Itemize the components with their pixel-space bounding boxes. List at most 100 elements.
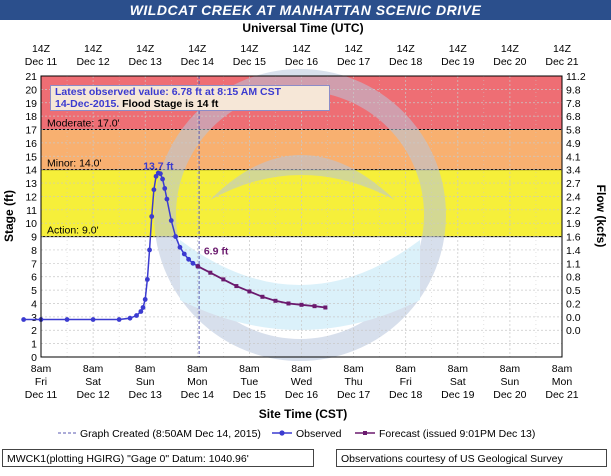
time-tick-date-4: Dec 15 (233, 389, 266, 401)
observed-point (186, 256, 192, 262)
stage-tick-9: 9 (31, 232, 37, 244)
latest-value-annotation: 6.9 ft (204, 246, 229, 258)
utc-tick-hour-2: 14Z (136, 43, 155, 55)
flow-tick-13: 2.7 (566, 178, 581, 190)
utc-tick-date-0: Dec 11 (25, 56, 58, 68)
observed-point (190, 260, 196, 266)
time-tick-weekday-1: Sat (85, 376, 101, 388)
utc-tick-date-5: Dec 16 (285, 56, 318, 68)
observed-point (177, 244, 183, 250)
flow-tick-2: 0.0 (566, 325, 581, 337)
utc-tick-hour-6: 14Z (345, 43, 364, 55)
observed-point (147, 247, 152, 253)
time-tick-date-0: Dec 11 (25, 389, 58, 401)
time-tick-weekday-0: Fri (35, 376, 47, 388)
stage-tick-20: 20 (25, 84, 37, 96)
flow-tick-21: 11.2 (566, 71, 586, 83)
forecast-point (247, 289, 252, 294)
utc-tick-hour-8: 14Z (449, 43, 468, 55)
flow-tick-16: 4.9 (566, 138, 581, 150)
chart-series (21, 170, 328, 322)
chart-annotations: 13.7 ft 6.9 ft (143, 161, 229, 258)
utc-tick-hour-3: 14Z (188, 43, 207, 55)
forecast-point (323, 305, 328, 310)
utc-tick-hour-7: 14Z (397, 43, 416, 55)
flow-tick-20: 9.8 (566, 84, 581, 96)
time-tick-hour-1: 8am (83, 363, 104, 375)
threshold-label-minor: Minor: 14.0' (47, 158, 102, 170)
band-minor (41, 169, 562, 237)
time-tick-date-3: Dec 14 (181, 389, 214, 401)
time-tick-date-1: Dec 12 (76, 389, 109, 401)
flow-tick-12: 2.4 (566, 191, 581, 203)
flow-tick-4: 0.2 (566, 298, 581, 310)
utc-tick-date-3: Dec 14 (181, 56, 214, 68)
stage-tick-17: 17 (25, 125, 37, 137)
noaa-seal-outer-ring (154, 69, 446, 361)
forecast-point (234, 284, 239, 289)
flood-stage-line: 14-Dec-2015. Flood Stage is 14 ft (55, 98, 325, 110)
stage-tick-2: 2 (31, 325, 37, 337)
observed-point (181, 251, 187, 257)
y-axis-title: Stage (ft) (2, 190, 16, 242)
time-tick-hour-8: 8am (448, 363, 469, 375)
observed-point (144, 276, 150, 282)
noaa-seal-wave (180, 240, 420, 330)
flow-tick-18: 6.8 (566, 111, 581, 123)
utc-axis-title: Universal Time (UTC) (242, 21, 363, 35)
time-tick-weekday-5: Wed (291, 376, 313, 388)
forecast-point (286, 301, 291, 306)
forecast-point (260, 294, 265, 299)
stage-tick-21: 21 (25, 71, 37, 83)
observed-point (162, 186, 168, 191)
utc-tick-date-1: Dec 12 (76, 56, 109, 68)
threshold-label-action: Action: 9.0' (47, 225, 99, 237)
stage-tick-19: 19 (25, 98, 37, 110)
observed-point (127, 315, 133, 321)
stage-tick-4: 4 (31, 298, 37, 310)
data-source-footer: Observations courtesy of US Geological S… (336, 449, 607, 467)
flow-tick-3: 0.0 (566, 312, 581, 324)
threshold-labels: Moderate: 17.0' Minor: 14.0' Action: 9.0' (47, 118, 120, 237)
observed-point (149, 214, 155, 219)
time-tick-weekday-2: Sun (136, 376, 155, 388)
time-tick-weekday-3: Mon (187, 376, 208, 388)
flow-tick-6: 0.8 (566, 272, 581, 284)
flow-tick-10: 1.9 (566, 218, 581, 230)
plot-frame (40, 75, 563, 358)
forecast-point (208, 270, 213, 275)
time-tick-weekday-6: Thu (345, 376, 363, 388)
time-tick-date-7: Dec 18 (389, 389, 422, 401)
time-tick-hour-0: 8am (31, 363, 52, 375)
observed-point (157, 171, 163, 177)
chart-legend: Graph Created (8:50AM Dec 14, 2015) Obse… (58, 428, 535, 440)
observed-point (138, 309, 144, 314)
observed-point (140, 305, 146, 310)
utc-tick-hour-9: 14Z (501, 43, 520, 55)
time-tick-hour-6: 8am (343, 363, 364, 375)
flow-tick-14: 3.4 (566, 165, 581, 177)
time-tick-hour-7: 8am (395, 363, 416, 375)
flood-stage-note: Flood Stage is 14 ft (122, 98, 219, 110)
time-tick-weekday-8: Sat (450, 376, 466, 388)
time-tick-hour-9: 8am (500, 363, 521, 375)
stage-tick-5: 5 (31, 285, 37, 297)
latest-observation-box: Latest observed value: 6.78 ft at 8:15 A… (50, 85, 330, 111)
utc-tick-hour-0: 14Z (32, 43, 51, 55)
utc-tick-date-7: Dec 18 (389, 56, 422, 68)
utc-tick-date-9: Dec 20 (493, 56, 526, 68)
observed-point (168, 218, 174, 223)
legend-created-label: Graph Created (8:50AM Dec 14, 2015) (80, 428, 261, 440)
flow-tick-15: 4.1 (566, 151, 581, 163)
flow-tick-5: 0.5 (566, 285, 581, 297)
utc-tick-date-2: Dec 13 (129, 56, 162, 68)
time-tick-date-5: Dec 16 (285, 389, 318, 401)
flow-tick-17: 5.8 (566, 125, 581, 137)
stage-tick-1: 1 (31, 339, 37, 351)
time-tick-hour-3: 8am (187, 363, 208, 375)
stage-tick-16: 16 (25, 138, 37, 150)
time-tick-weekday-7: Fri (400, 376, 412, 388)
stage-tick-3: 3 (31, 312, 37, 324)
observed-point (151, 187, 157, 193)
